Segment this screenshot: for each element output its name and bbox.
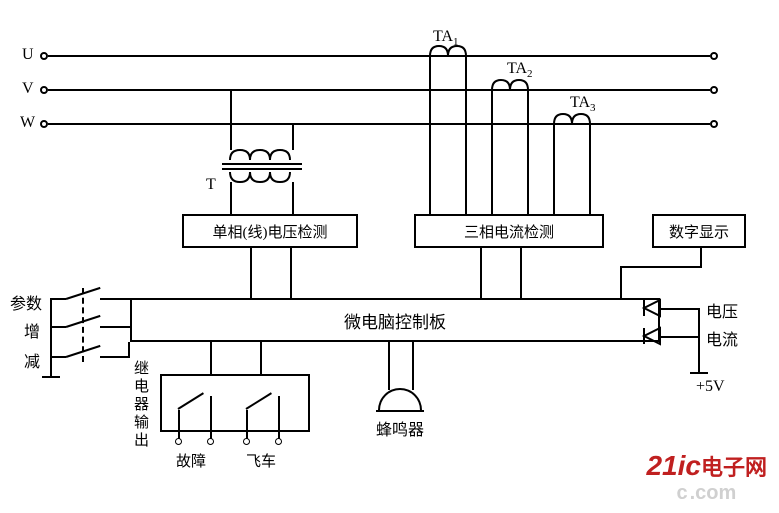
cd-to-mcu-1	[480, 248, 482, 298]
sw-ground-h	[42, 376, 60, 378]
power-5v-label: +5V	[696, 378, 725, 396]
led-current-icon	[636, 326, 666, 348]
led-voltage-icon	[636, 298, 666, 320]
buzzer-lead-1	[388, 342, 390, 390]
phase-u-wire	[48, 55, 710, 57]
relay-title: 继电器输出	[130, 360, 151, 450]
sw1-right	[100, 298, 130, 300]
sw-common-v	[50, 298, 52, 376]
switch-link-dashed	[82, 288, 84, 362]
ta1-lead-left	[429, 56, 431, 214]
mcu-board-label: 微电脑控制板	[344, 308, 446, 333]
ta3-lead-left	[553, 124, 555, 214]
relay-fault-label: 故障	[176, 450, 206, 471]
buzzer-base	[376, 410, 424, 412]
voltage-detect-block: 单相(线)电压检测	[182, 214, 358, 248]
phase-v-terminal-left	[40, 86, 48, 94]
cd-to-mcu-2	[520, 248, 522, 298]
sw2-right	[100, 326, 130, 328]
current-detect-block: 三相电流检测	[414, 214, 604, 248]
switch-param-label: 参数	[10, 290, 42, 314]
ta3-coil	[552, 112, 592, 126]
relay-term-1	[175, 438, 182, 445]
digital-display-block: 数字显示	[652, 214, 746, 248]
t-core1	[222, 163, 302, 165]
dd-h	[620, 266, 702, 268]
led-current-label: 电流	[706, 326, 738, 350]
vd-to-mcu-2	[290, 248, 292, 298]
phase-w-label: W	[20, 114, 35, 132]
relay-lead-3	[246, 410, 248, 440]
relay-term-4	[275, 438, 282, 445]
t-tap-v	[230, 90, 232, 150]
current-detect-label: 三相电流检测	[464, 221, 554, 242]
transformer-t-primary	[228, 148, 296, 162]
phase-v-label: V	[22, 80, 34, 98]
switch-inc-label: 增	[24, 318, 40, 342]
relay-term-3	[243, 438, 250, 445]
phase-v-wire	[48, 89, 710, 91]
relay-to-mcu-1	[210, 342, 212, 374]
sw3-right	[100, 356, 130, 358]
t-sec-right	[292, 182, 294, 214]
ta2-coil	[490, 78, 530, 92]
ta1-lead-right	[465, 56, 467, 214]
relay-to-mcu-2	[260, 342, 262, 374]
phase-u-terminal-right	[710, 52, 718, 60]
t-tap-w	[292, 124, 294, 150]
sw3-left	[50, 356, 66, 358]
switch-dec-label: 减	[24, 348, 40, 372]
transformer-t-label: T	[206, 176, 216, 194]
buzzer-label: 蜂鸣器	[376, 416, 424, 440]
phase-u-label: U	[22, 46, 34, 64]
sw2-left	[50, 326, 66, 328]
vd-to-mcu-1	[250, 248, 252, 298]
ta2-lead-left	[491, 90, 493, 214]
relay-lead-2	[210, 396, 212, 440]
digital-display-label: 数字显示	[669, 221, 729, 242]
sw1-left	[50, 298, 66, 300]
relay-lead-1	[178, 410, 180, 440]
phase-w-terminal-left	[40, 120, 48, 128]
ta1-coil	[428, 44, 468, 58]
ta2-lead-right	[527, 90, 529, 214]
phase-v-terminal-right	[710, 86, 718, 94]
buzzer-lead-2	[412, 342, 414, 390]
relay-term-2	[207, 438, 214, 445]
phase-w-terminal-right	[710, 120, 718, 128]
relay-runaway-label: 飞车	[246, 450, 276, 471]
led-voltage-label: 电压	[706, 298, 738, 322]
phase-w-wire	[48, 123, 710, 125]
sw3-up	[128, 342, 130, 358]
led-5v-h	[690, 372, 708, 374]
ta3-lead-right	[589, 124, 591, 214]
transformer-t-secondary	[228, 170, 296, 184]
relay-box	[160, 374, 310, 432]
dd-to-mcu	[620, 266, 622, 298]
watermark: 21ic电子网 c.com	[646, 450, 767, 505]
voltage-detect-label: 单相(线)电压检测	[213, 221, 328, 242]
mcu-board: 微电脑控制板	[130, 298, 660, 342]
phase-u-terminal-left	[40, 52, 48, 60]
relay-lead-4	[278, 396, 280, 440]
t-sec-left	[230, 182, 232, 214]
led-common-v	[698, 308, 700, 372]
dd-to-h	[700, 248, 702, 268]
buzzer-icon	[378, 388, 422, 410]
